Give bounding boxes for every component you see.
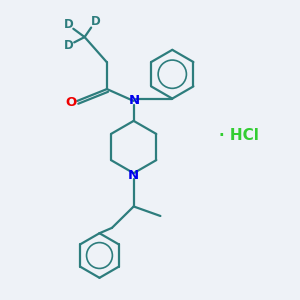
Text: O: O xyxy=(65,96,76,109)
Text: · HCl: · HCl xyxy=(219,128,259,142)
Text: N: N xyxy=(129,94,140,106)
Text: D: D xyxy=(91,15,101,28)
Text: D: D xyxy=(64,39,74,52)
Text: D: D xyxy=(63,18,73,31)
Text: N: N xyxy=(128,169,139,182)
